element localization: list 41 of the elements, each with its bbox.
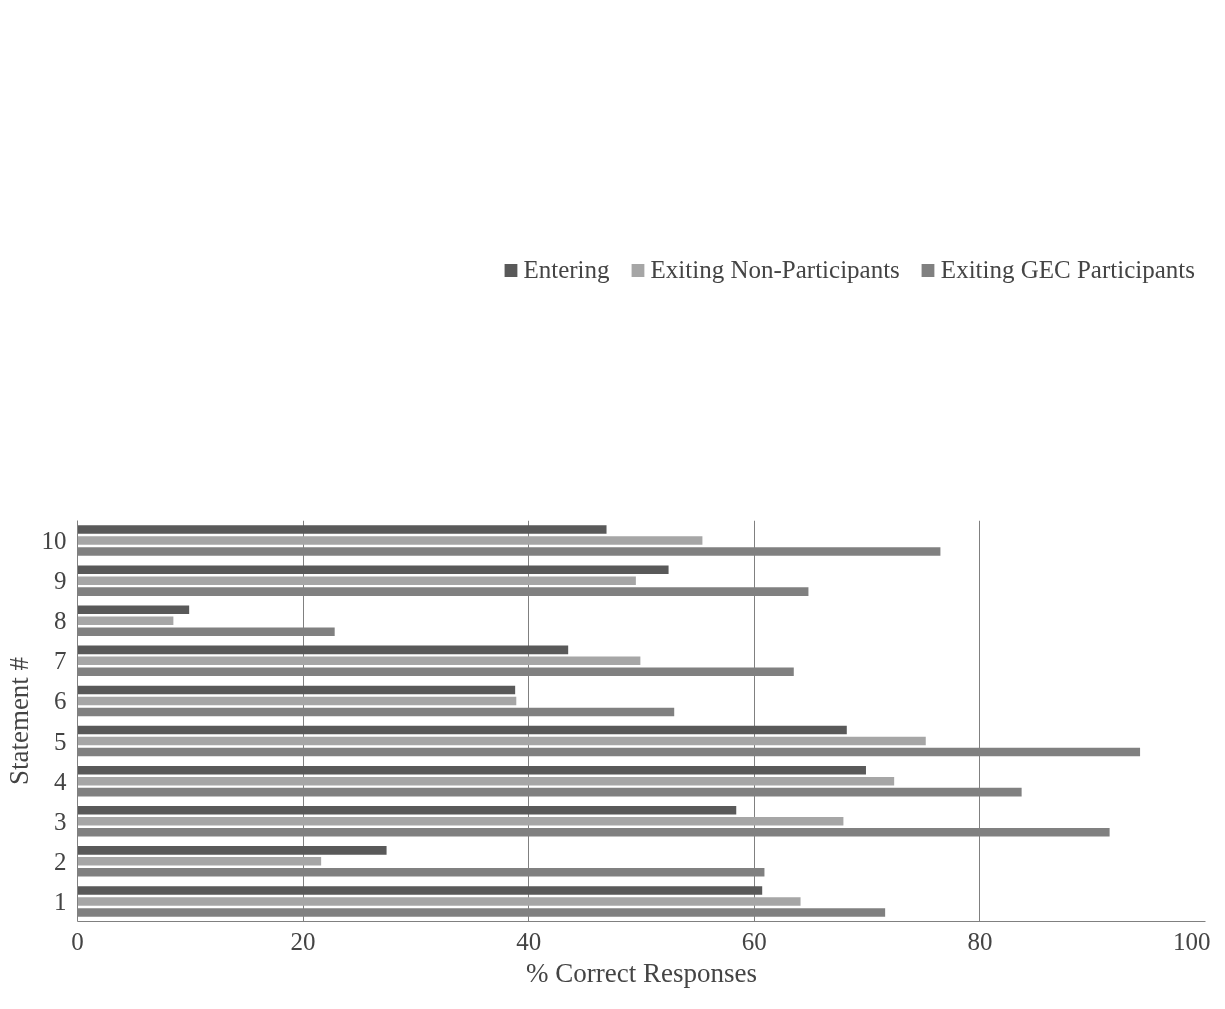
x-tick-label: 20 <box>290 927 316 955</box>
bar <box>77 846 387 855</box>
bar <box>77 536 703 545</box>
x-axis-title: % Correct Responses <box>526 957 757 988</box>
y-tick-label: 3 <box>54 807 67 835</box>
y-tick-label: 10 <box>41 527 67 555</box>
x-tick-label: 0 <box>71 927 84 955</box>
x-tick-label: 100 <box>1173 927 1211 955</box>
bar <box>77 886 763 895</box>
bar <box>77 685 516 695</box>
y-tick-label: 6 <box>54 687 67 715</box>
bar <box>77 565 669 574</box>
bar <box>77 806 737 815</box>
bar <box>77 645 569 655</box>
bar <box>77 816 844 826</box>
x-tick-label: 40 <box>516 927 542 955</box>
legend-label: Exiting Non-Participants <box>650 256 900 284</box>
bar <box>77 616 174 626</box>
bar <box>77 525 607 534</box>
bar <box>77 857 322 866</box>
y-tick-label: 7 <box>54 647 67 675</box>
y-tick-label: 5 <box>54 727 67 755</box>
bar <box>77 696 517 706</box>
bar <box>77 776 895 786</box>
x-tick-label: 60 <box>741 927 767 955</box>
x-tick-label: 80 <box>967 927 993 955</box>
y-tick-label: 8 <box>54 607 67 635</box>
bar <box>77 605 190 615</box>
y-tick-label: 1 <box>54 887 67 915</box>
bar <box>77 736 926 746</box>
bar <box>77 576 636 585</box>
legend-label: Exiting GEC Participants <box>940 256 1195 284</box>
legend-label: Entering <box>523 256 610 284</box>
y-tick-label: 9 <box>54 567 67 595</box>
y-tick-label: 2 <box>54 847 67 875</box>
bar <box>77 725 847 735</box>
y-axis-title: Statement # <box>3 656 34 786</box>
bar <box>77 656 641 666</box>
y-tick-label: 4 <box>54 767 67 795</box>
bar <box>77 897 801 906</box>
bar <box>77 765 866 775</box>
